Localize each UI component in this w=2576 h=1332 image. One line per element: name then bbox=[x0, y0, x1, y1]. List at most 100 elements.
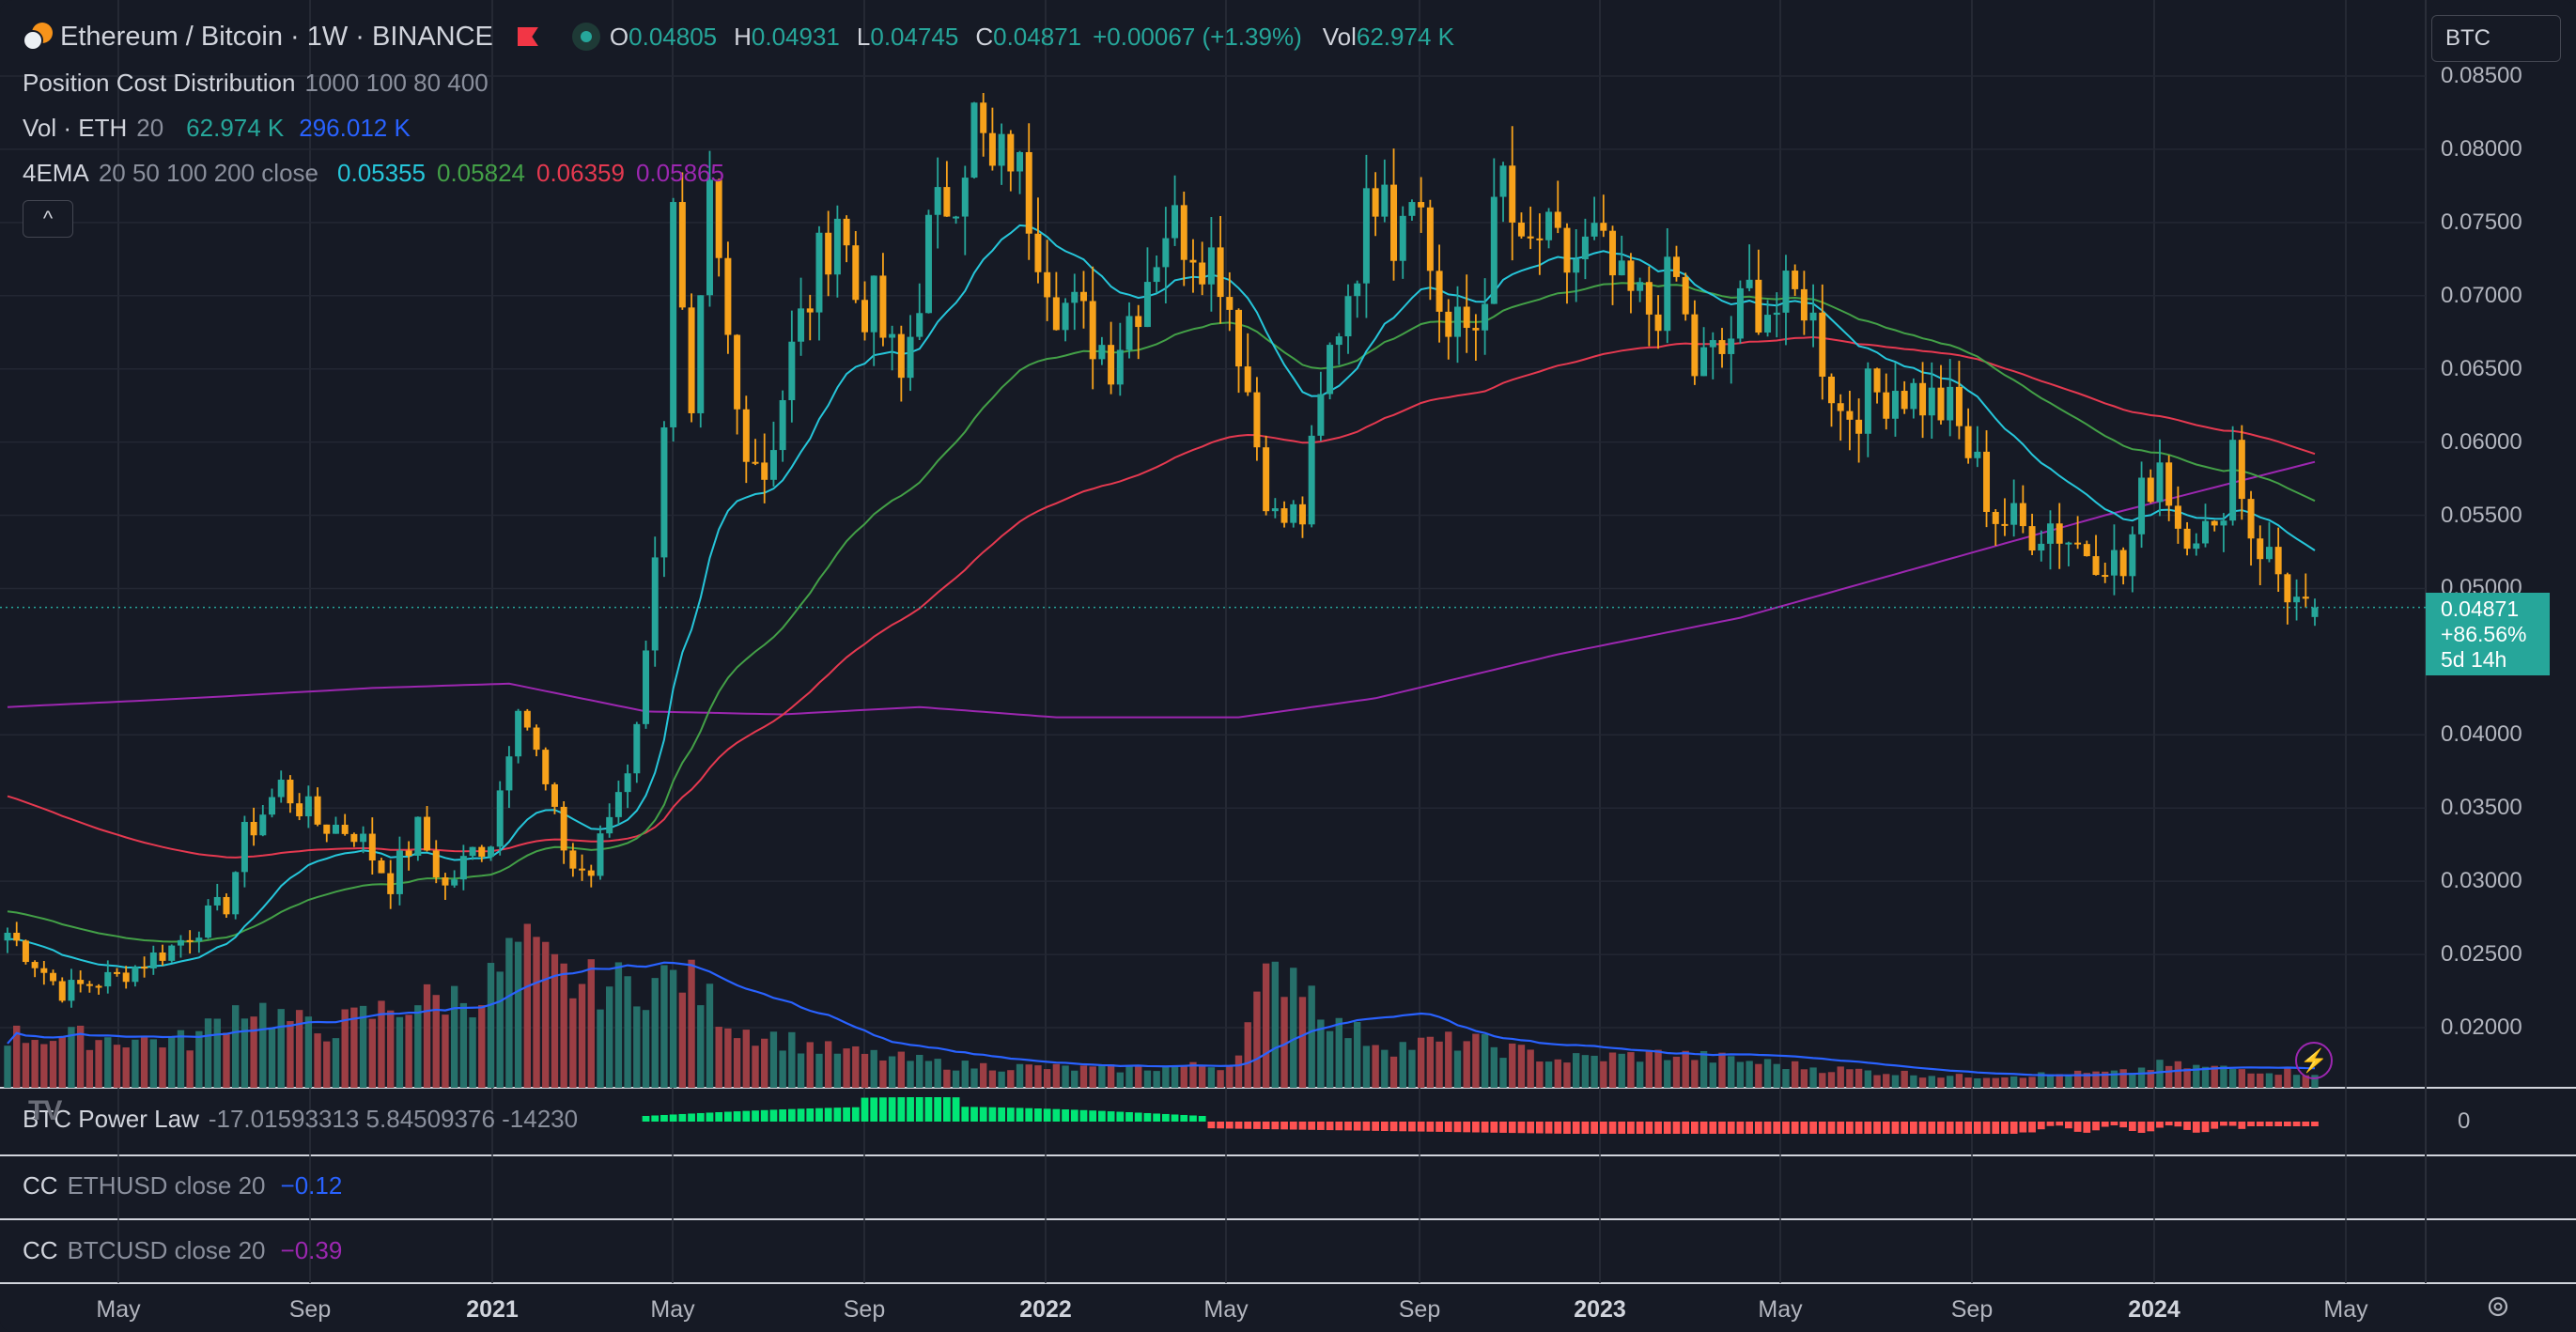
flag-icon[interactable] bbox=[517, 27, 538, 46]
power-law-bar bbox=[1262, 1122, 1270, 1130]
symbol-title[interactable]: Ethereum / Bitcoin · 1W · BINANCE bbox=[60, 21, 493, 52]
candle-body bbox=[670, 202, 677, 427]
volume-bar bbox=[769, 1031, 778, 1088]
symbol-legend[interactable]: Ethereum / Bitcoin · 1W · BINANCE O0.048… bbox=[23, 19, 1454, 54]
candle-body bbox=[688, 307, 695, 413]
power-law-bar bbox=[2119, 1122, 2128, 1128]
candle-body bbox=[296, 803, 303, 817]
price-tick-label: 0.06500 bbox=[2441, 355, 2522, 381]
candle-body bbox=[1901, 391, 1908, 410]
candle-body bbox=[405, 850, 412, 857]
power-law-bar bbox=[787, 1108, 796, 1122]
volume-bar bbox=[323, 1041, 331, 1088]
currency-select[interactable]: BTC bbox=[2431, 15, 2561, 62]
volume-bar bbox=[1135, 1065, 1142, 1088]
candle-body bbox=[2138, 477, 2146, 534]
tradingview-logo[interactable]: TV bbox=[28, 1095, 62, 1126]
time-tick-label: Sep bbox=[288, 1296, 332, 1323]
volume-bar bbox=[1982, 1077, 1991, 1088]
collapse-legend-button[interactable]: ^ bbox=[23, 200, 73, 238]
power-law-bar bbox=[2092, 1122, 2100, 1131]
candle-body bbox=[2302, 596, 2309, 599]
candle-body bbox=[277, 780, 285, 798]
candle-body bbox=[1044, 271, 1051, 298]
volume-bar bbox=[2129, 1073, 2136, 1088]
volume-bar bbox=[241, 1018, 249, 1088]
volume-bar bbox=[1782, 1069, 1790, 1088]
candle-body bbox=[2229, 440, 2237, 521]
pcd-name: Position Cost Distribution bbox=[23, 68, 296, 97]
candle-body bbox=[387, 873, 395, 894]
volume-bar bbox=[1408, 1049, 1416, 1088]
candle-body bbox=[1290, 503, 1297, 523]
candle-body bbox=[889, 333, 896, 338]
candle-body bbox=[825, 232, 832, 275]
power-law-bar bbox=[2211, 1122, 2219, 1129]
volume-bar bbox=[1262, 963, 1270, 1088]
settings-gear-icon[interactable] bbox=[2486, 1294, 2510, 1319]
ohlc-key-c: C bbox=[975, 22, 994, 51]
market-status-icon[interactable] bbox=[571, 23, 600, 51]
candle-body bbox=[1700, 347, 1708, 377]
price-tick-label: 0.03500 bbox=[2441, 795, 2522, 821]
power-law-bar bbox=[1663, 1122, 1671, 1134]
candle-body bbox=[1362, 188, 1370, 284]
candle-body bbox=[1627, 260, 1635, 291]
volume-bar bbox=[122, 1047, 130, 1088]
power-law-legend[interactable]: BTC Power Law -17.01593313 5.84509376 -1… bbox=[23, 1101, 578, 1137]
power-law-label: BTC Power Law bbox=[23, 1104, 199, 1133]
candle-body bbox=[2102, 575, 2109, 578]
candle-body bbox=[569, 850, 577, 869]
candle-body bbox=[323, 824, 331, 834]
power-law-bar bbox=[1217, 1122, 1224, 1129]
power-law-bar bbox=[1207, 1122, 1216, 1129]
candle-body bbox=[724, 257, 732, 335]
ema20-line bbox=[7, 224, 2316, 969]
candle-body bbox=[1408, 202, 1416, 216]
volume-bar bbox=[396, 1016, 404, 1088]
ema-legend[interactable]: 4EMA 20 50 100 200 close 0.05355 0.05824… bbox=[23, 155, 724, 191]
power-law-bar bbox=[1089, 1110, 1097, 1122]
volume-bar bbox=[2092, 1071, 2100, 1088]
power-law-bar bbox=[1608, 1122, 1617, 1134]
volume-bar bbox=[888, 1056, 896, 1088]
power-law-bar bbox=[1973, 1122, 1981, 1134]
power-law-bar bbox=[1535, 1122, 1544, 1134]
candle-body bbox=[1691, 314, 1699, 377]
pcd-legend[interactable]: Position Cost Distribution 1000 100 80 4… bbox=[23, 65, 489, 101]
candle-body bbox=[259, 814, 267, 836]
time-tick-label: May bbox=[1203, 1296, 1249, 1323]
volume-bar bbox=[1354, 1022, 1361, 1088]
alert-bolt-icon[interactable]: ⚡ bbox=[2295, 1042, 2333, 1079]
power-law-bar bbox=[2001, 1122, 2009, 1134]
candle-body bbox=[459, 856, 467, 880]
power-law-bar bbox=[2010, 1122, 2018, 1134]
candle-body bbox=[1792, 271, 1799, 289]
candle-body bbox=[2001, 523, 2009, 526]
volume-bar bbox=[2183, 1068, 2191, 1088]
volume-bar bbox=[140, 1035, 148, 1088]
candle-body bbox=[1199, 262, 1206, 285]
volume-legend[interactable]: Vol · ETH 20 62.974 K 296.012 K bbox=[23, 110, 411, 146]
candle-body bbox=[213, 896, 221, 906]
volume-bar bbox=[907, 1061, 914, 1088]
volume-bar bbox=[1326, 1030, 1334, 1088]
volume-bar bbox=[304, 1016, 313, 1088]
cc-eth-legend[interactable]: CC ETHUSD close 20 −0.12 bbox=[23, 1168, 342, 1203]
candle-body bbox=[1637, 282, 1644, 291]
volume-bar bbox=[250, 1016, 257, 1088]
power-law-bar bbox=[1763, 1122, 1772, 1134]
bar-countdown: 5d 14h bbox=[2441, 647, 2507, 672]
ema200-value: 0.05865 bbox=[635, 158, 724, 187]
candle-body bbox=[2265, 547, 2273, 560]
volume-bar bbox=[952, 1070, 960, 1088]
power-law-bar bbox=[1563, 1122, 1571, 1134]
candle-body bbox=[1837, 403, 1844, 411]
cc-btc-legend[interactable]: CC BTCUSD close 20 −0.39 bbox=[23, 1232, 342, 1268]
candle-body bbox=[1207, 247, 1215, 285]
candle-body bbox=[943, 187, 951, 217]
volume-bar bbox=[1600, 1061, 1607, 1088]
power-law-bar bbox=[760, 1109, 768, 1122]
power-law-bar bbox=[1070, 1109, 1079, 1122]
